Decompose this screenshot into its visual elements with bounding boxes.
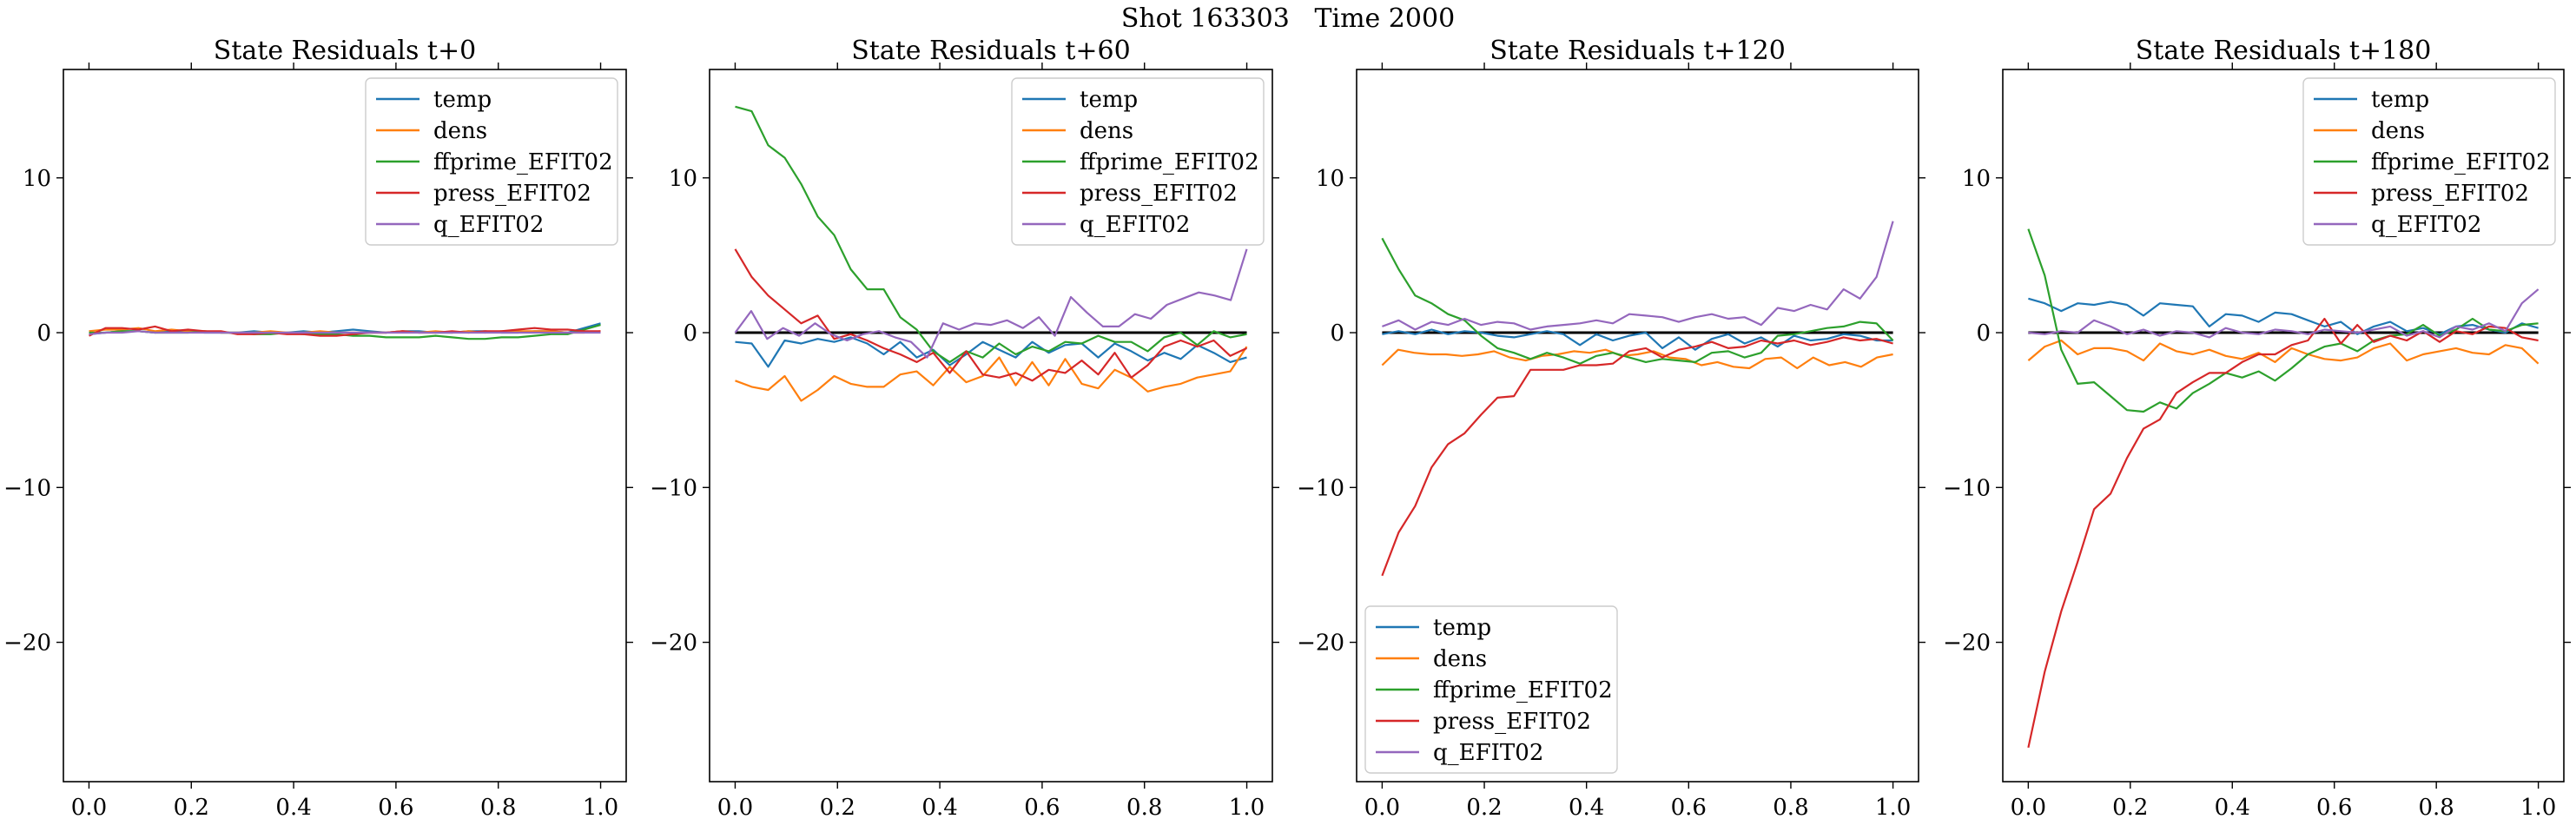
legend: temp dens ffprime_EFIT02 press_EFIT02 q_EFIT… — [365, 77, 618, 246]
y-tick-label: −10 — [3, 475, 51, 501]
x-tick-label: 0.0 — [717, 795, 753, 819]
x-tick-label: 0.6 — [1671, 795, 1707, 819]
series-line-q-efit02 — [2028, 288, 2540, 339]
legend-label: press_EFIT02 — [1433, 709, 1591, 735]
x-tick-label: 0.6 — [2316, 795, 2352, 819]
subplot-title: State Residuals t+180 — [2136, 36, 2432, 66]
x-tick-label: 0.4 — [1569, 795, 1604, 819]
legend-label: temp — [1433, 615, 1491, 641]
x-tick-label: 0.4 — [2215, 795, 2250, 819]
legend-label: ffprime_EFIT02 — [433, 149, 613, 175]
x-tick-label: 0.4 — [921, 795, 957, 819]
subplot-1: State Residuals t+0 0.0 0.2 0.4 0.6 0.8 1.0 10 0… — [3, 36, 633, 819]
y-tick-label: 0 — [36, 320, 51, 347]
subplot-4: State Residuals t+180 0.0 0.2 0.4 0.6 0.8 1.0 1… — [1943, 36, 2571, 819]
x-tick-label: 0.8 — [1126, 795, 1162, 819]
series-line-temp — [1382, 328, 1893, 351]
series-line-q-efit02 — [734, 248, 1248, 359]
series-line-dens — [1381, 348, 1893, 370]
x-tick-label: 0.2 — [1466, 795, 1502, 819]
legend-label: temp — [433, 87, 492, 113]
series-line-dens — [735, 346, 1248, 402]
subplot-title: State Residuals t+60 — [851, 36, 1130, 66]
y-tick-label: −20 — [650, 631, 697, 657]
series-line-ffprime-efit02 — [735, 105, 1247, 363]
subplot-title: State Residuals t+0 — [214, 36, 476, 66]
x-tick-label: 0.6 — [1024, 795, 1060, 819]
y-tick-label: −10 — [1297, 475, 1344, 501]
y-tick-label: −20 — [1943, 631, 1991, 657]
x-tick-label: 0.2 — [820, 795, 855, 819]
legend-box — [2302, 77, 2556, 246]
y-tick-label: −10 — [1943, 475, 1991, 501]
legend-label: q_EFIT02 — [1080, 212, 1190, 238]
legend-label: dens — [1080, 118, 1133, 144]
subplot-2: State Residuals t+60 0.0 0.2 0.4 0.6 0.8 1.0 10… — [650, 36, 1279, 819]
x-tick-label: 0.0 — [1364, 795, 1400, 819]
axes-frame — [709, 69, 1273, 783]
x-tick-label: 0.8 — [1773, 795, 1808, 819]
x-tick-label: 0.2 — [174, 795, 209, 819]
y-tick-label: 0 — [683, 320, 697, 347]
legend: temp dens ffprime_EFIT02 press_EFIT02 q_EFIT… — [1364, 605, 1618, 774]
y-tick-label: 10 — [1316, 166, 1344, 192]
series-line-temp — [735, 336, 1247, 368]
series-line-press-efit02 — [89, 325, 601, 337]
subplot-3: State Residuals t+120 0.0 0.2 0.4 0.6 0.8 1.0 1… — [1297, 36, 1925, 819]
y-tick-label: 10 — [669, 166, 697, 192]
series-line-press-efit02 — [2027, 317, 2539, 749]
legend-label: press_EFIT02 — [2371, 181, 2529, 207]
legend-label: press_EFIT02 — [1080, 181, 1238, 207]
legend-label: dens — [433, 118, 487, 144]
x-tick-label: 0.4 — [275, 795, 311, 819]
legend-label: dens — [2371, 118, 2425, 144]
legend-box — [1011, 77, 1265, 246]
legend-label: q_EFIT02 — [2371, 212, 2481, 238]
legend-box — [365, 77, 618, 246]
x-tick-label: 1.0 — [583, 795, 618, 819]
x-tick-label: 0.2 — [2112, 795, 2148, 819]
series-line-press-efit02 — [1381, 336, 1893, 577]
x-tick-label: 0.0 — [2011, 795, 2046, 819]
x-tick-label: 1.0 — [1229, 795, 1265, 819]
legend-label: ffprime_EFIT02 — [2371, 149, 2551, 175]
legend-label: temp — [2371, 87, 2429, 113]
y-tick-label: −20 — [1297, 631, 1344, 657]
y-tick-label: 10 — [1962, 166, 1991, 192]
legend-label: press_EFIT02 — [433, 181, 591, 207]
legend-label: ffprime_EFIT02 — [1433, 677, 1613, 703]
series-line-ffprime-efit02 — [1381, 237, 1894, 365]
axes-frame — [1356, 69, 1919, 783]
y-tick-label: −10 — [650, 475, 697, 501]
x-tick-label: 1.0 — [1875, 795, 1911, 819]
figure-suptitle: Shot 163303 Time 2000 — [1120, 3, 1456, 34]
series-line-q-efit02 — [89, 330, 601, 335]
legend-label: ffprime_EFIT02 — [1080, 149, 1259, 175]
y-tick-label: 0 — [1976, 320, 1991, 347]
subplot-title: State Residuals t+120 — [1489, 36, 1786, 66]
legend-label: q_EFIT02 — [433, 212, 544, 238]
series-line-q-efit02 — [1382, 221, 1894, 331]
legend-label: q_EFIT02 — [1433, 740, 1543, 766]
x-tick-label: 0.0 — [71, 795, 107, 819]
legend: temp dens ffprime_EFIT02 press_EFIT02 q_EFIT… — [1011, 77, 1265, 246]
legend-label: temp — [1080, 87, 1138, 113]
axes-frame — [2002, 69, 2565, 783]
legend-label: dens — [1433, 646, 1487, 672]
legend-box — [1364, 605, 1618, 774]
series-line-temp — [2028, 297, 2539, 335]
y-tick-label: 10 — [23, 166, 51, 192]
y-tick-label: 0 — [1330, 320, 1344, 347]
series-line-press-efit02 — [734, 248, 1247, 382]
series-line-dens — [2027, 339, 2540, 365]
y-tick-label: −20 — [3, 631, 51, 657]
legend: temp dens ffprime_EFIT02 press_EFIT02 q_EFIT… — [2302, 77, 2556, 246]
x-tick-label: 0.8 — [2419, 795, 2454, 819]
axes-frame — [63, 69, 627, 783]
x-tick-label: 1.0 — [2520, 795, 2556, 819]
series-line-ffprime-efit02 — [2027, 228, 2539, 413]
x-tick-label: 0.8 — [480, 795, 516, 819]
x-tick-label: 0.6 — [378, 795, 413, 819]
